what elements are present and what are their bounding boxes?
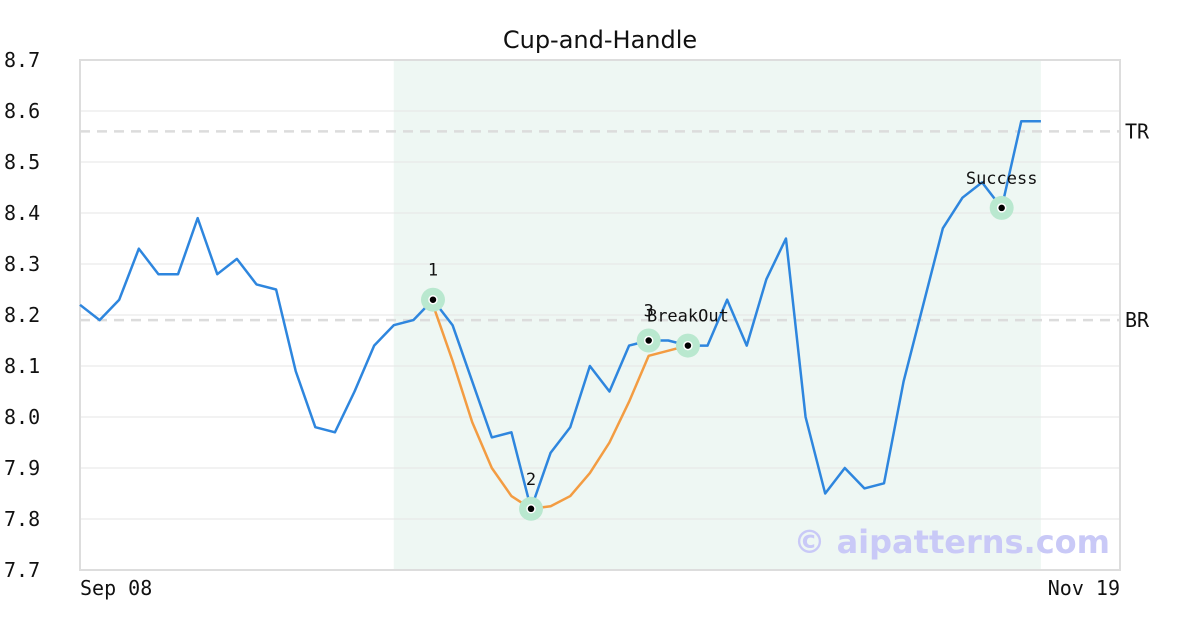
point-label: Success — [966, 169, 1038, 189]
series-line — [431, 304, 689, 511]
y-tick-label: 8.2 — [4, 303, 40, 327]
y-tick-label: 7.9 — [4, 456, 40, 480]
x-tick-label: Sep 08 — [80, 576, 152, 600]
x-tick-label: Nov 19 — [1048, 576, 1120, 600]
y-tick-label: 8.7 — [4, 48, 40, 72]
y-tick-label: 8.3 — [4, 252, 40, 276]
y-tick-label: 7.8 — [4, 507, 40, 531]
series-line — [79, 119, 1041, 511]
point-marker — [428, 294, 438, 305]
point-marker — [996, 203, 1007, 213]
level-label: TR — [1125, 119, 1150, 143]
y-tick-label: 8.6 — [4, 99, 40, 123]
point-label: 1 — [428, 261, 438, 281]
point-marker — [526, 504, 536, 514]
point-marker — [683, 340, 693, 351]
y-tick-label: 8.5 — [4, 150, 40, 174]
point-marker — [643, 335, 654, 346]
point-label: 2 — [526, 470, 536, 490]
level-label: BR — [1125, 308, 1150, 332]
y-tick-label: 8.1 — [4, 354, 40, 378]
point-label: BreakOut — [647, 307, 729, 327]
y-tick-label: 8.0 — [4, 405, 40, 429]
y-tick-label: 7.7 — [4, 558, 40, 582]
plot-frame — [79, 59, 1121, 571]
y-tick-label: 8.4 — [4, 201, 40, 225]
watermark: © aipatterns.com — [793, 523, 1110, 561]
chart-title: Cup-and-Handle — [503, 26, 697, 54]
point-label: 3 — [644, 302, 654, 322]
